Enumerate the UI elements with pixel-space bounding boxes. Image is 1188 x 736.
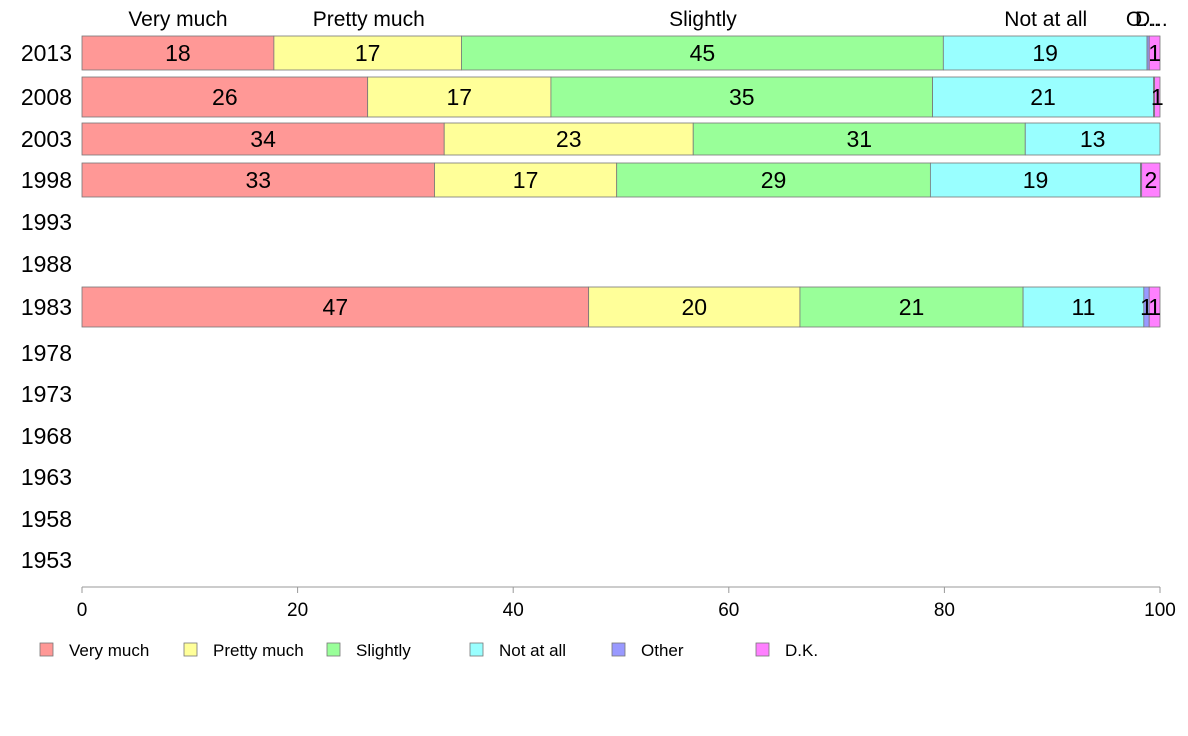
bar-2008-pretty-much bbox=[367, 76, 552, 118]
year-label-1963: 1963 bbox=[21, 464, 72, 490]
bar-2003-not-at-all bbox=[1024, 122, 1161, 156]
data-label-1983-very-much: 47 bbox=[323, 294, 349, 320]
data-label-1983-pretty-much: 20 bbox=[682, 294, 708, 320]
bar-data-labels: 18 17 45 19 1 26 17 35 21 1 34 23 31 13 33 17 29 19 2 47 20 2… bbox=[165, 40, 1164, 320]
x-tick-label-40: 40 bbox=[503, 600, 524, 621]
data-label-2013-very-much: 18 bbox=[165, 40, 191, 66]
bar-1998-d-k bbox=[1141, 162, 1161, 198]
data-label-1998-pretty-much: 17 bbox=[513, 167, 539, 193]
data-label-1998-d-k: 2 bbox=[1144, 167, 1157, 193]
bar-1983-pretty-much bbox=[588, 286, 801, 328]
year-axis-labels: 2013 2008 2003 1998 1993 1988 1983 1978 1973 1968… bbox=[21, 40, 72, 573]
legend-swatch-other bbox=[611, 642, 626, 657]
top-label-very-much: Very much bbox=[128, 8, 227, 31]
data-label-1998-slightly: 29 bbox=[761, 167, 787, 193]
bar-1983-slightly bbox=[799, 286, 1024, 328]
year-label-1958: 1958 bbox=[21, 506, 72, 532]
x-tick-label-20: 20 bbox=[287, 600, 308, 621]
x-axis: 0 20 40 60 80 100 bbox=[77, 586, 1176, 621]
bar-2003-very-much bbox=[81, 122, 445, 156]
year-label-1993: 1993 bbox=[21, 209, 72, 235]
data-label-1983-slightly: 21 bbox=[899, 294, 925, 320]
data-label-2003-very-much: 34 bbox=[250, 126, 276, 152]
legend-label-d-k: D.K. bbox=[785, 641, 818, 660]
bar-1998-very-much bbox=[81, 162, 435, 198]
bar-1983-very-much bbox=[81, 286, 590, 328]
top-label-pretty-much: Pretty much bbox=[313, 8, 425, 31]
top-label-d: D... bbox=[1135, 8, 1168, 31]
legend: Very much Pretty much Slightly Not at all Ot… bbox=[39, 641, 818, 660]
bar-2003-slightly bbox=[692, 122, 1026, 156]
data-label-2013-d-k: 1 bbox=[1148, 40, 1161, 66]
bar-1983-not-at-all bbox=[1022, 286, 1145, 328]
data-label-1998-very-much: 33 bbox=[245, 167, 271, 193]
data-label-2013-not-at-all: 19 bbox=[1032, 40, 1058, 66]
bar-2008-very-much bbox=[81, 76, 369, 118]
data-label-2003-pretty-much: 23 bbox=[556, 126, 582, 152]
legend-label-pretty-much: Pretty much bbox=[213, 641, 304, 660]
x-tick-label-80: 80 bbox=[934, 600, 955, 621]
data-label-2008-d-k: 1 bbox=[1151, 84, 1164, 110]
legend-label-very-much: Very much bbox=[69, 641, 149, 660]
data-label-2013-slightly: 45 bbox=[690, 40, 716, 66]
data-label-2003-slightly: 31 bbox=[846, 126, 872, 152]
legend-swatch-d-k bbox=[755, 642, 770, 657]
data-label-2003-not-at-all: 13 bbox=[1080, 126, 1106, 152]
data-label-2013-pretty-much: 17 bbox=[355, 40, 381, 66]
year-label-1953: 1953 bbox=[21, 547, 72, 573]
bar-2008-d-k bbox=[1154, 76, 1161, 118]
year-label-1988: 1988 bbox=[21, 251, 72, 277]
top-label-not-at-all: Not at all bbox=[1004, 8, 1087, 31]
legend-label-slightly: Slightly bbox=[356, 641, 411, 660]
bars bbox=[81, 35, 1161, 328]
legend-swatch-slightly bbox=[326, 642, 341, 657]
bar-2003-pretty-much bbox=[443, 122, 694, 156]
top-label-o: O... bbox=[1126, 8, 1160, 31]
legend-swatch-not-at-all bbox=[469, 642, 484, 657]
data-label-1983-other: 1 bbox=[1140, 294, 1153, 320]
legend-swatch-pretty-much bbox=[183, 642, 198, 657]
data-label-1983-d-k: 1 bbox=[1148, 294, 1161, 320]
data-label-2008-very-much: 26 bbox=[212, 84, 238, 110]
legend-label-not-at-all: Not at all bbox=[499, 641, 566, 660]
data-label-1983-not-at-all: 11 bbox=[1072, 294, 1096, 320]
data-label-2008-not-at-all: 21 bbox=[1030, 84, 1056, 110]
x-tick-label-60: 60 bbox=[718, 600, 739, 621]
data-label-1998-not-at-all: 19 bbox=[1023, 167, 1049, 193]
top-category-labels: Very much Pretty much Slightly Not at all O.… bbox=[128, 8, 1167, 31]
legend-label-other: Other bbox=[641, 641, 684, 660]
legend-swatch-very-much bbox=[39, 642, 54, 657]
year-label-1998: 1998 bbox=[21, 167, 72, 193]
data-label-2008-pretty-much: 17 bbox=[447, 84, 473, 110]
top-label-slightly: Slightly bbox=[669, 8, 737, 31]
bar-2013-pretty-much bbox=[273, 35, 462, 71]
year-label-2008: 2008 bbox=[21, 84, 72, 110]
year-label-1968: 1968 bbox=[21, 423, 72, 449]
year-label-1978: 1978 bbox=[21, 340, 72, 366]
bar-1983-d-k bbox=[1148, 286, 1161, 328]
bar-2008-slightly bbox=[550, 76, 933, 118]
bar-2013-d-k bbox=[1148, 35, 1161, 71]
year-label-1983: 1983 bbox=[21, 294, 72, 320]
year-label-2013: 2013 bbox=[21, 40, 72, 66]
x-tick-label-100: 100 bbox=[1144, 600, 1176, 621]
data-label-2008-slightly: 35 bbox=[729, 84, 755, 110]
x-tick-label-0: 0 bbox=[77, 600, 88, 621]
year-label-1973: 1973 bbox=[21, 381, 72, 407]
year-label-2003: 2003 bbox=[21, 126, 72, 152]
